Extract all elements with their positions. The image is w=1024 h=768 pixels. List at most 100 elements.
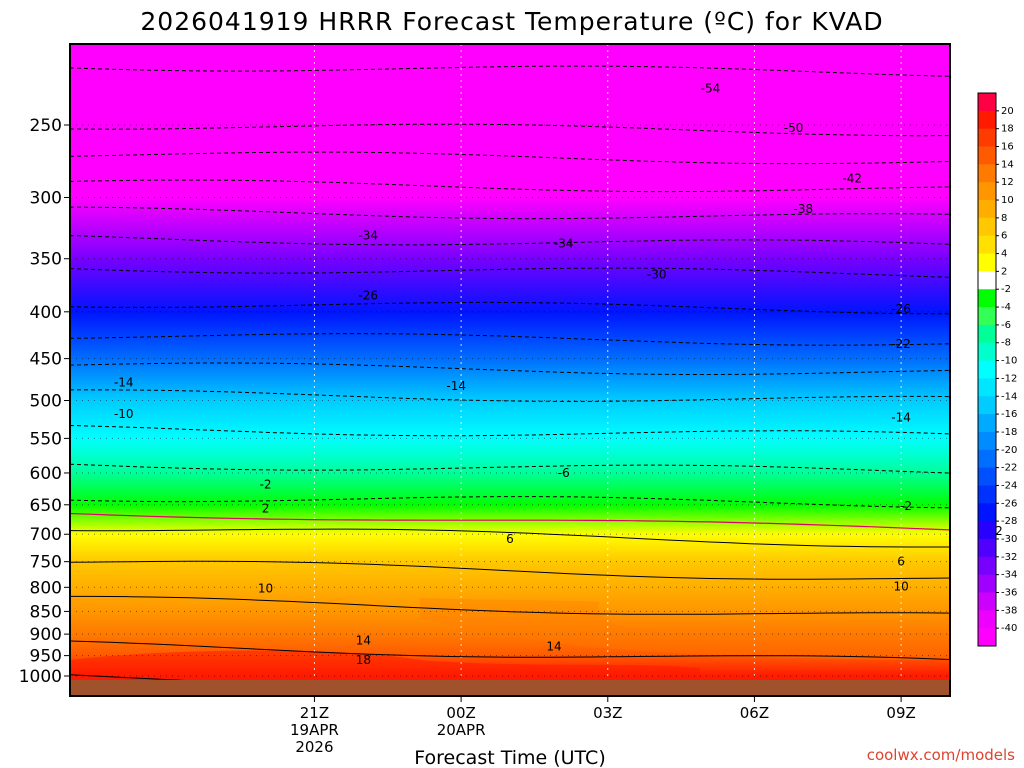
colorbar-swatch: [978, 396, 996, 415]
contour-label: -14: [891, 411, 911, 425]
colorbar-swatch: [978, 414, 996, 433]
colorbar-swatch: [978, 628, 996, 647]
colorbar-label: -26: [1001, 498, 1017, 509]
colorbar-swatch: [978, 342, 996, 362]
contour-label: -54: [701, 81, 721, 95]
y-tick-label: 850: [30, 602, 62, 622]
colorbar-label: -38: [1001, 605, 1017, 616]
contour-label: -2: [260, 478, 272, 492]
contour-label: -2: [900, 499, 912, 513]
colorbar-swatch: [978, 592, 996, 611]
colorbar-label: 2: [1001, 266, 1007, 277]
orange-pocket: [420, 598, 950, 660]
colorbar-swatch: [978, 253, 996, 272]
colorbar-label: -34: [1001, 570, 1017, 581]
y-tick-label: 450: [30, 350, 62, 370]
x-tick-label: 06Z: [740, 704, 769, 722]
colorbar-swatch: [978, 574, 996, 593]
y-axis-ticks: 250 300 350 400 450 500 550 600 650 700 750 800 850 9…: [19, 116, 70, 687]
colorbar-label: -8: [1001, 338, 1011, 349]
colorbar-label: -28: [1001, 516, 1017, 527]
colorbar-swatch: [978, 360, 996, 379]
colorbar-swatch: [978, 610, 996, 629]
contour-label: -42: [842, 171, 862, 185]
contour-label: 2: [995, 524, 1003, 538]
colorbar-label: -16: [1001, 409, 1017, 420]
x-tick-label: 03Z: [593, 704, 622, 722]
y-tick-label: 650: [30, 496, 62, 516]
colorbar-swatch: [978, 235, 996, 255]
x-tick-label: 21Z: [300, 704, 329, 722]
y-tick-label: 600: [30, 464, 62, 484]
colorbar-label: 18: [1001, 124, 1014, 135]
isotherm-line: [70, 595, 950, 615]
contour-label: -14: [114, 376, 134, 390]
vertical-gridlines: [313, 44, 902, 696]
contour-label: 6: [506, 532, 514, 546]
colorbar-swatch: [978, 467, 996, 486]
y-tick-label: 500: [30, 392, 62, 412]
x-axis-ticks: 21Z19APR202600Z20APR03Z06Z09Z12Z: [290, 696, 916, 756]
chart-title: 2026041919 HRRR Forecast Temperature (ºC…: [140, 7, 883, 36]
contour-label: 6: [897, 555, 905, 569]
contour-label: 10: [893, 579, 908, 593]
y-tick-label: 1000: [19, 667, 62, 687]
isotherm-line: [70, 528, 950, 548]
colorbar-swatch: [978, 307, 996, 326]
colorbar-swatch: [978, 485, 996, 504]
x-tick-label: 19APR: [290, 721, 339, 739]
colorbar-label: 8: [1001, 213, 1007, 224]
colorbar-label: -32: [1001, 552, 1017, 563]
colorbar-swatch: [978, 449, 996, 469]
colorbar-label: 20: [1001, 106, 1014, 117]
freezing-line: [70, 512, 950, 531]
colorbar-label: -12: [1001, 373, 1017, 384]
contour-label: -38: [794, 202, 814, 216]
colorbar-label: 16: [1001, 142, 1014, 153]
colorbar-swatch: [978, 324, 996, 344]
contour-label: -50: [784, 121, 804, 135]
y-tick-label: 800: [30, 578, 62, 598]
colorbar-swatch: [978, 200, 996, 219]
colorbar-label: -30: [1001, 534, 1017, 545]
colorbar-swatch: [978, 538, 996, 558]
y-tick-label: 400: [30, 303, 62, 323]
colorbar-label: -40: [1001, 623, 1017, 634]
x-tick-label: 09Z: [886, 704, 915, 722]
credit-link[interactable]: coolwx.com/models: [867, 746, 1015, 764]
colorbar-swatch: [978, 521, 996, 540]
y-tick-label: 250: [30, 116, 62, 136]
colorbar-swatch: [978, 503, 996, 522]
contour-label: -34: [358, 228, 378, 242]
x-tick-label: 20APR: [437, 721, 486, 739]
colorbar-swatch: [978, 289, 996, 308]
y-tick-label: 750: [30, 553, 62, 573]
contour-label: -26: [891, 302, 911, 316]
contour-label: 18: [356, 653, 371, 667]
colorbar-swatch: [978, 217, 996, 237]
contour-label: -6: [558, 466, 570, 480]
x-tick-label: 00Z: [446, 704, 475, 722]
colorbar-swatch: [978, 128, 996, 148]
contour-label: 10: [258, 581, 273, 595]
y-tick-label: 550: [30, 429, 62, 449]
contour-label: -22: [891, 337, 911, 351]
y-tick-label: 700: [30, 525, 62, 545]
colorbar-swatch: [978, 556, 996, 576]
contour-label: 14: [356, 634, 371, 648]
contour-label: -34: [554, 237, 574, 251]
colorbar-label: -6: [1001, 320, 1011, 331]
colorbar-label: -18: [1001, 427, 1017, 438]
contour-label: -26: [358, 289, 378, 303]
colorbar-label: 14: [1001, 159, 1014, 170]
contour-label: -10: [114, 407, 134, 421]
colorbar-swatch: [978, 146, 996, 165]
y-tick-label: 900: [30, 625, 62, 645]
y-tick-label: 300: [30, 188, 62, 208]
colorbar-label: -36: [1001, 587, 1017, 598]
contour-label-group: -54-50-42-38-34-34-30-26-26-22-14 -14-10-…: [114, 81, 1003, 666]
warm-core-region: [70, 650, 700, 680]
x-axis-title: Forecast Time (UTC): [414, 747, 605, 768]
colorbar-swatch: [978, 110, 996, 130]
